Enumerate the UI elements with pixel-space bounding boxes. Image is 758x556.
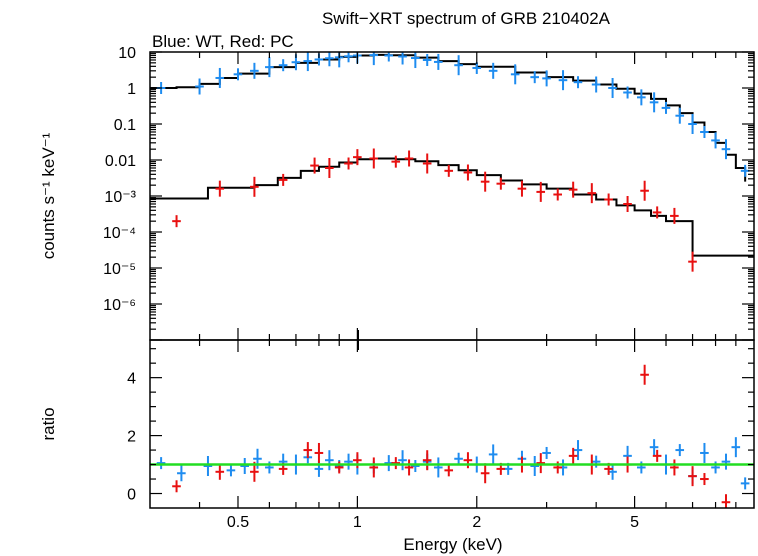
- y-tick-label: 10⁻³: [104, 189, 136, 206]
- y-tick-label: 1: [127, 81, 136, 98]
- y-tick-label: 0.01: [105, 153, 136, 170]
- top-panel-frame: [149, 51, 755, 341]
- x-tick-label: 2: [472, 514, 481, 531]
- bottom-panel-frame: [149, 339, 755, 509]
- x-axis-label: Energy (keV): [403, 535, 502, 554]
- top-panel: 10 1 0.1 0.01 10⁻³ 10⁻⁴ 10⁻⁵ 10⁻⁶: [103, 45, 755, 341]
- model-line-pc: [150, 157, 754, 257]
- y-tick-label: 2: [127, 429, 136, 446]
- y-tick-label: 10: [118, 45, 136, 62]
- x-tick-label: 5: [630, 514, 639, 531]
- chart-title: Swift−XRT spectrum of GRB 210402A: [322, 9, 611, 28]
- top-y-axis-label: counts s⁻¹ keV⁻¹: [39, 132, 58, 259]
- chart-subtitle: Blue: WT, Red: PC: [152, 32, 294, 51]
- y-tick-label: 0: [127, 487, 136, 504]
- y-tick-label: 10⁻⁶: [103, 297, 136, 314]
- x-tick-label: 1: [353, 514, 362, 531]
- y-tick-label: 10⁻⁴: [103, 225, 136, 242]
- y-tick-label: 0.1: [114, 117, 136, 134]
- bottom-panel: 0 2 4: [127, 339, 755, 509]
- y-tick-label: 10⁻⁵: [103, 261, 136, 278]
- bottom-y-axis-label: ratio: [39, 407, 58, 440]
- x-tick-label: 0.5: [227, 514, 249, 531]
- y-tick-label: 4: [127, 371, 136, 388]
